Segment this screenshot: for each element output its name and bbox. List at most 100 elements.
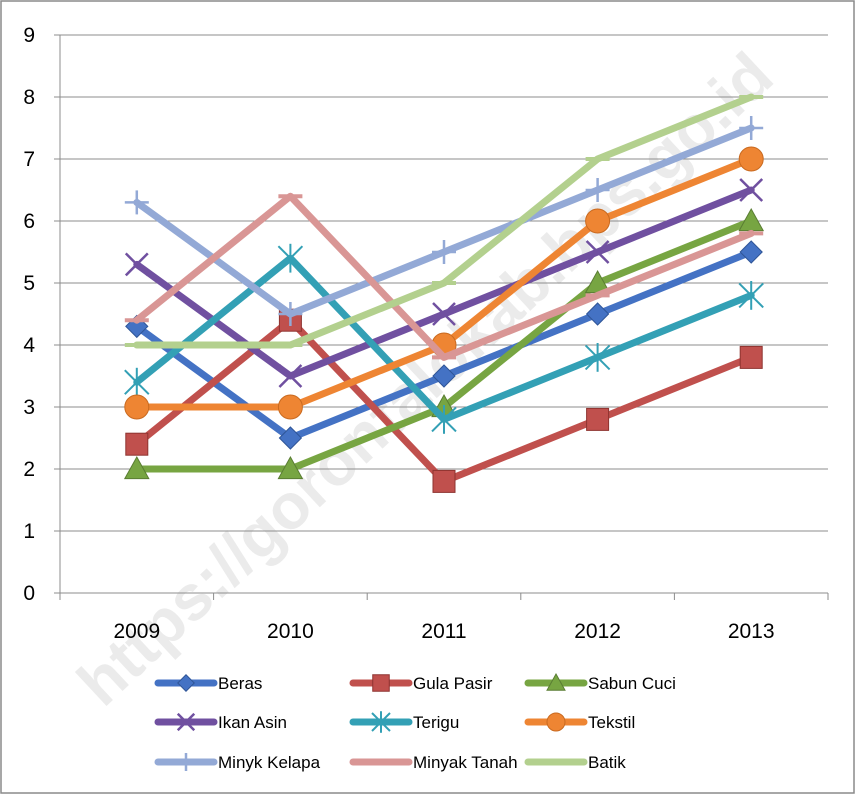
legend-item-sabun-cuci: Sabun Cuci	[524, 672, 676, 693]
legend-item-batik: Batik	[524, 753, 626, 772]
data-point	[586, 407, 610, 431]
x-tick-label: 2009	[113, 620, 160, 643]
y-tick-label: 6	[23, 210, 35, 233]
series-beras	[125, 240, 763, 450]
data-point	[124, 190, 149, 215]
legend: Beras Gula Pasir Sabun Cuci Ikan Asin Terigu…	[154, 672, 676, 772]
x-marker-stroke	[432, 302, 456, 326]
series-gula-pasir	[125, 308, 763, 493]
series-batik	[124, 93, 764, 349]
data-point	[125, 432, 149, 456]
x-tick-label: 2010	[267, 620, 314, 643]
x-marker-stroke	[739, 178, 764, 202]
x-tick-label: 2012	[574, 620, 621, 643]
legend-item-minyk-kelapa: Minyk Kelapa	[154, 753, 321, 772]
legend-label: Gula Pasir	[413, 674, 493, 693]
legend-label: Sabun Cuci	[588, 674, 676, 693]
circle-marker	[738, 146, 764, 172]
data-point	[432, 364, 456, 388]
y-tick-label: 4	[23, 334, 35, 357]
data-point	[739, 116, 764, 140]
y-tick-label: 8	[23, 86, 35, 109]
legend-marker	[546, 672, 566, 691]
legend-item-ikan-asin: Ikan Asin	[154, 712, 287, 732]
data-point	[739, 240, 763, 264]
data-point	[124, 394, 150, 420]
y-tick-label: 3	[23, 396, 35, 419]
legend-label: Batik	[588, 753, 626, 772]
data-point	[585, 208, 611, 234]
series-minyak-tanah	[124, 192, 764, 361]
legend-item-minyak-tanah: Minyak Tanah	[349, 753, 518, 772]
legend-item-terigu: Terigu	[349, 711, 459, 733]
data-point	[585, 240, 610, 264]
series-terigu	[124, 243, 764, 434]
data-point	[277, 243, 304, 273]
x-tick-label: 2013	[728, 620, 775, 643]
x-marker-stroke	[585, 240, 610, 264]
x-marker-stroke	[176, 712, 196, 732]
legend-item-gula-pasir: Gula Pasir	[349, 674, 493, 693]
y-tick-label: 7	[23, 148, 35, 171]
series-group	[123, 93, 765, 493]
square-marker	[739, 345, 763, 369]
square-marker	[372, 674, 390, 692]
square-marker	[125, 432, 149, 456]
data-point	[432, 302, 456, 326]
x-marker-stroke	[278, 364, 303, 388]
y-tick-label: 9	[23, 24, 35, 47]
data-point	[432, 240, 456, 264]
data-point	[738, 281, 764, 310]
data-point	[123, 455, 150, 480]
square-marker	[586, 407, 610, 431]
triangle-marker	[546, 672, 566, 691]
data-point	[278, 364, 303, 388]
y-tick-label: 1	[23, 520, 35, 543]
data-point	[278, 302, 303, 326]
legend-marker	[546, 712, 566, 732]
square-marker	[432, 469, 456, 493]
legend-marker	[177, 753, 195, 771]
x-tick-label: 2011	[421, 620, 466, 643]
legend-label: Beras	[218, 674, 262, 693]
diamond-marker	[585, 302, 610, 326]
legend-marker	[371, 711, 391, 733]
circle-marker	[277, 394, 303, 420]
legend-marker	[372, 674, 390, 692]
data-point	[432, 469, 456, 493]
data-point	[739, 178, 764, 202]
legend-label: Minyak Tanah	[413, 753, 518, 772]
legend-item-tekstil: Tekstil	[524, 712, 635, 732]
x-marker-stroke	[124, 252, 149, 277]
data-point	[738, 146, 764, 172]
data-point	[584, 343, 611, 372]
series-ikan-asin	[124, 178, 764, 388]
data-point	[277, 394, 303, 420]
y-tick-label: 2	[23, 458, 35, 481]
triangle-marker	[277, 455, 304, 480]
legend-label: Ikan Asin	[218, 713, 287, 732]
legend-marker	[176, 712, 196, 732]
legend-marker	[177, 674, 195, 692]
circle-marker	[546, 712, 566, 732]
series-minyk-kelapa	[124, 116, 764, 326]
diamond-marker	[278, 426, 303, 450]
diamond-marker	[432, 364, 456, 388]
series-tekstil	[124, 146, 764, 420]
data-point	[585, 178, 610, 202]
data-point	[739, 345, 763, 369]
legend-item-beras: Beras	[154, 674, 262, 693]
y-tick-label: 5	[23, 272, 35, 295]
diamond-marker	[739, 240, 763, 264]
data-point	[124, 367, 150, 397]
data-point	[277, 455, 304, 480]
legend-label: Tekstil	[588, 713, 635, 732]
tick-labels: 0 1 2 3 4 5 6 7 8 9 2009 2010 2011 2012 2013	[23, 24, 774, 643]
circle-marker	[124, 394, 150, 420]
axes	[54, 34, 829, 600]
triangle-marker	[123, 455, 150, 480]
diamond-marker	[177, 674, 195, 692]
data-point	[278, 426, 303, 450]
circle-marker	[585, 208, 611, 234]
